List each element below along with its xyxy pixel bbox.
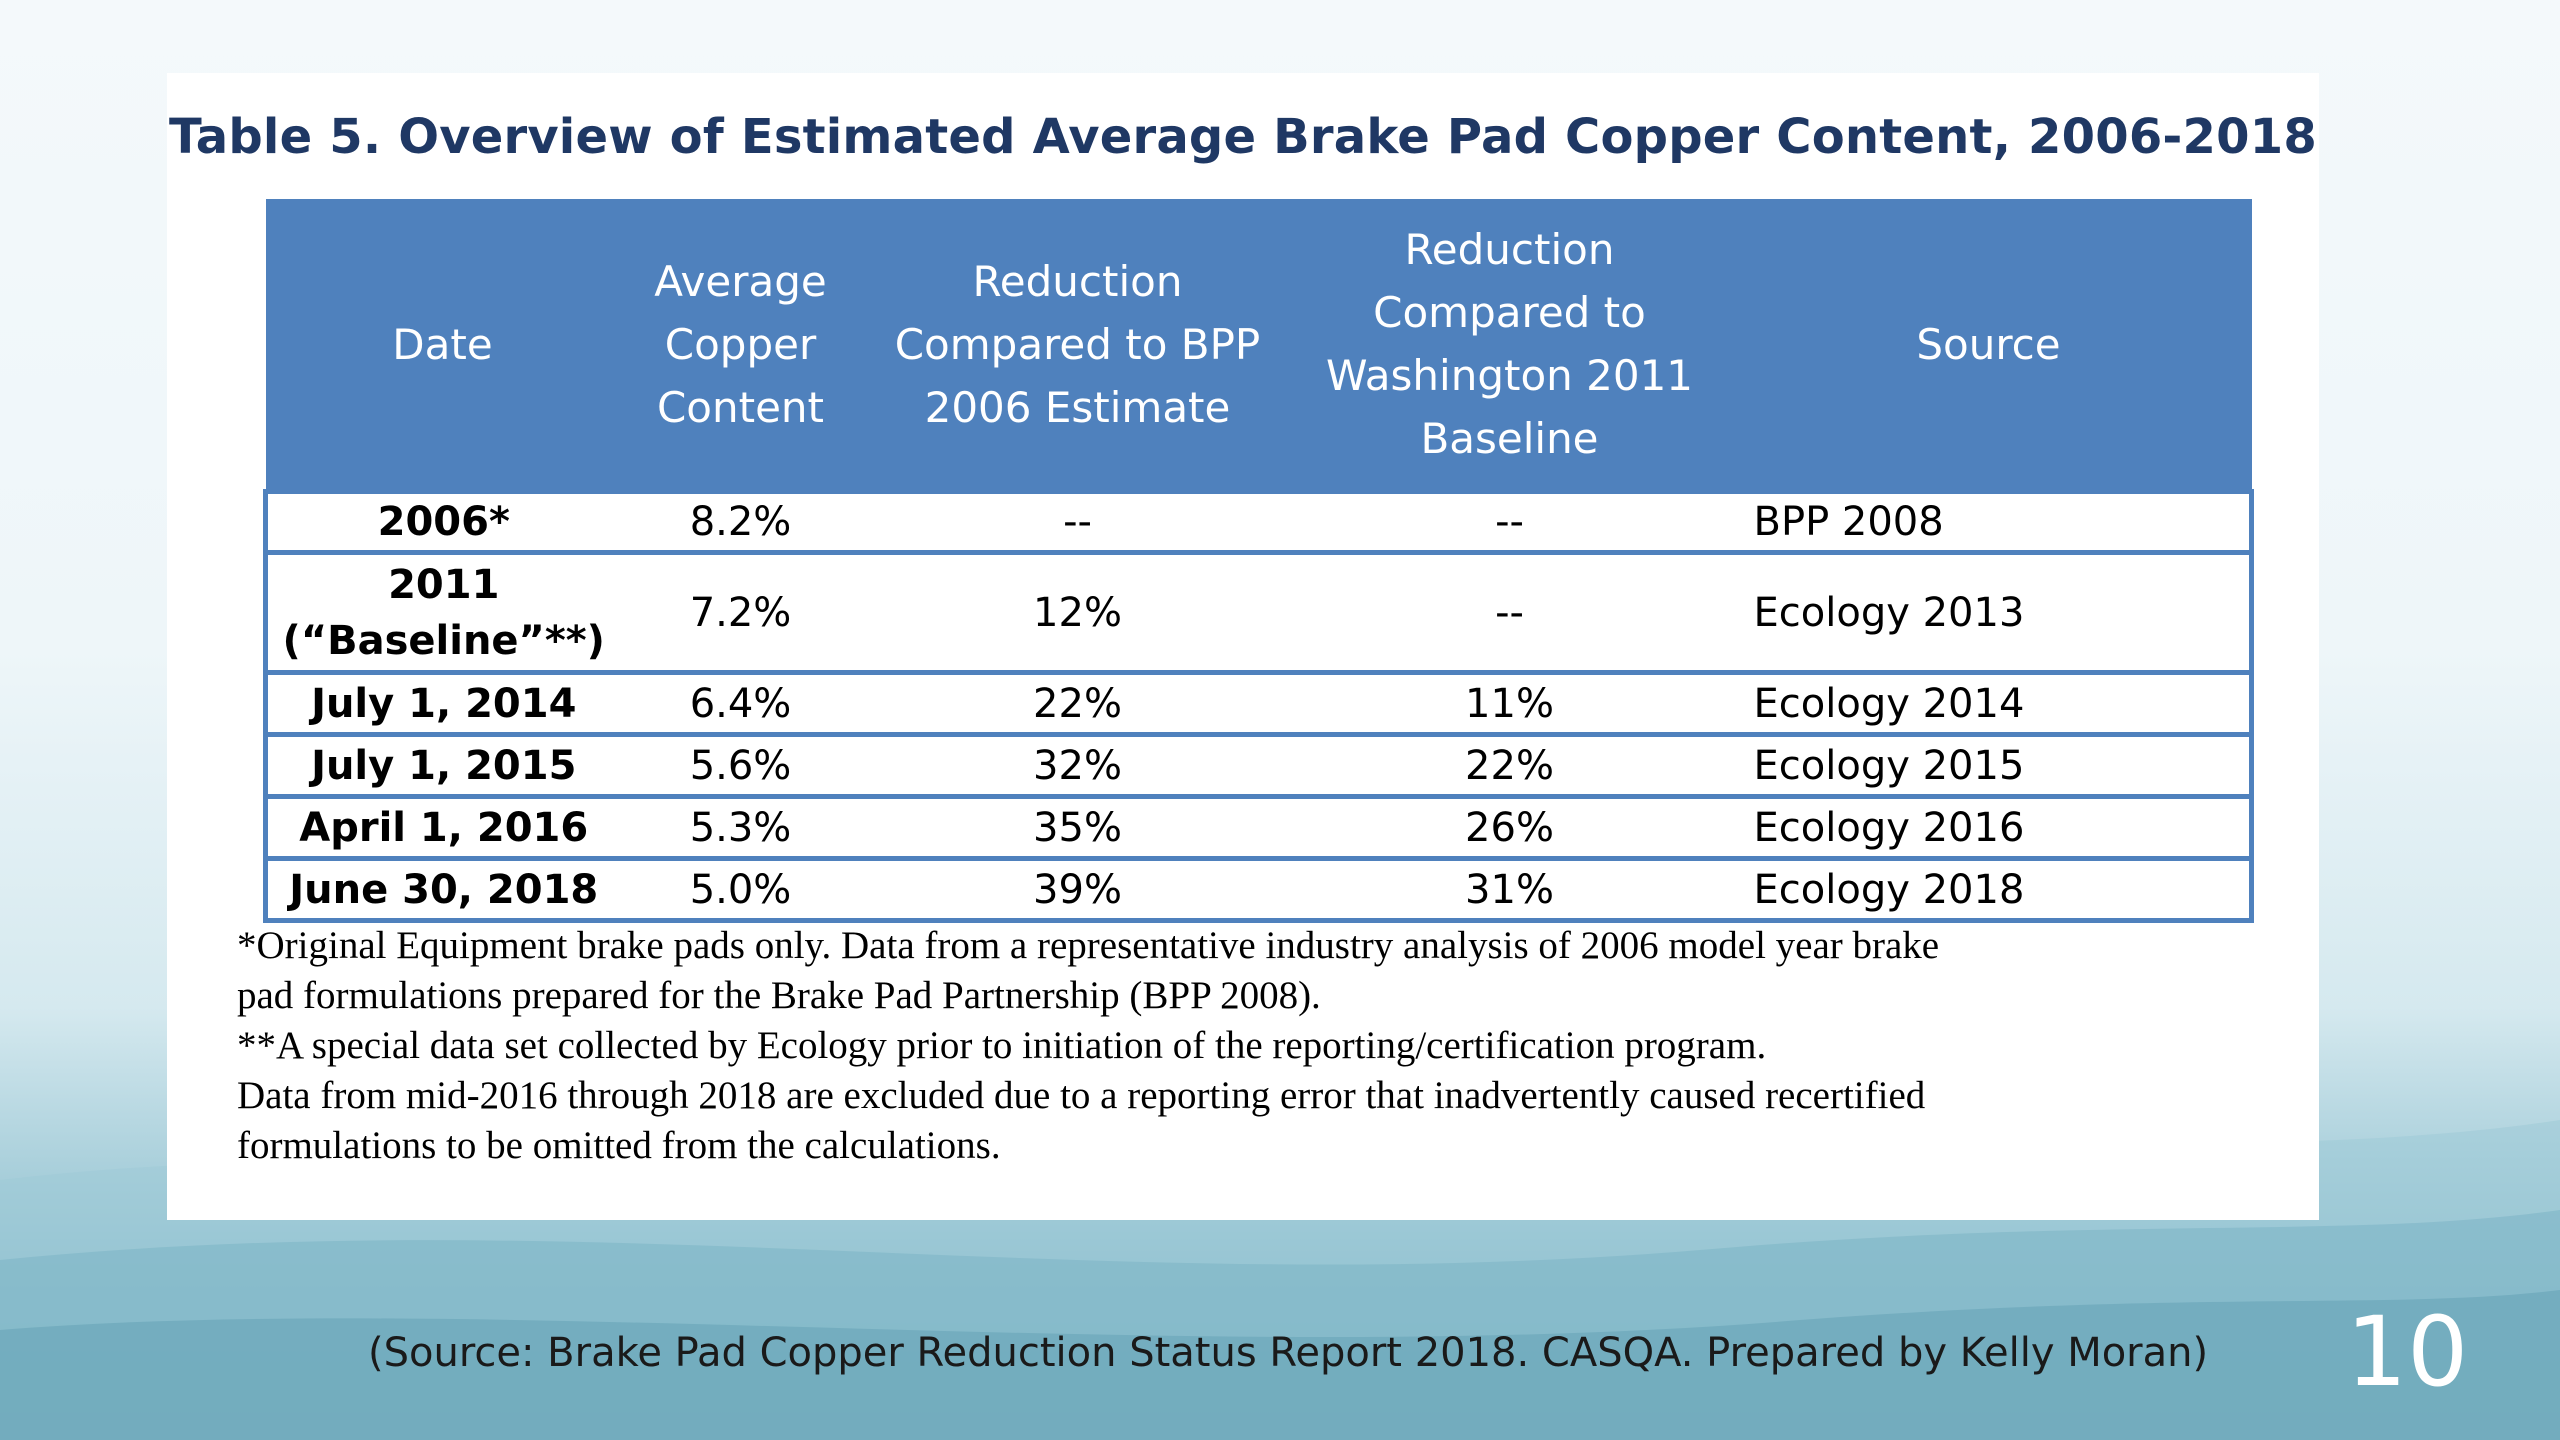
table-row: April 1, 2016 5.3% 35% 26% Ecology 2016: [263, 794, 2254, 861]
table-row: July 1, 2014 6.4% 22% 11% Ecology 2014: [263, 670, 2254, 737]
header-reduction-washington: Reduction Compared to Washington 2011 Ba…: [1293, 199, 1726, 492]
cell-reduction-washington: --: [1293, 489, 1726, 555]
header-date: Date: [265, 199, 620, 492]
table-header-row: Date Average Copper Content Reduction Co…: [265, 199, 2252, 492]
cell-average: 7.2%: [619, 550, 862, 675]
cell-date: 2011 (“Baseline”**): [263, 550, 620, 675]
footnote-line: pad formulations prepared for the Brake …: [237, 974, 1321, 1017]
cell-average: 5.0%: [619, 856, 862, 923]
footnote-line: **A special data set collected by Ecolog…: [237, 1024, 1767, 1067]
cell-source: Ecology 2013: [1725, 550, 2254, 675]
cell-reduction-bpp: 39%: [861, 856, 1294, 923]
cell-source: BPP 2008: [1725, 489, 2254, 555]
cell-reduction-washington: 22%: [1293, 732, 1726, 799]
footnote-line: Data from mid-2016 through 2018 are excl…: [237, 1074, 1926, 1117]
cell-source: Ecology 2014: [1725, 670, 2254, 737]
cell-source: Ecology 2015: [1725, 732, 2254, 799]
table-title: Table 5. Overview of Estimated Average B…: [169, 109, 2317, 165]
cell-date: April 1, 2016: [263, 794, 620, 861]
cell-average: 8.2%: [619, 489, 862, 555]
cell-reduction-washington: 31%: [1293, 856, 1726, 923]
cell-reduction-washington: 26%: [1293, 794, 1726, 861]
header-source: Source: [1725, 199, 2252, 492]
table-row: June 30, 2018 5.0% 39% 31% Ecology 2018: [263, 856, 2254, 923]
cell-date: July 1, 2014: [263, 670, 620, 737]
cell-average: 6.4%: [619, 670, 862, 737]
cell-average: 5.6%: [619, 732, 862, 799]
table-card: Table 5. Overview of Estimated Average B…: [167, 73, 2319, 1220]
table-row: July 1, 2015 5.6% 32% 22% Ecology 2015: [263, 732, 2254, 799]
header-reduction-bpp: Reduction Compared to BPP 2006 Estimate: [861, 199, 1294, 492]
copper-content-table: Date Average Copper Content Reduction Co…: [263, 199, 2254, 923]
table-row: 2006* 8.2% -- -- BPP 2008: [263, 489, 2254, 555]
cell-reduction-bpp: 12%: [861, 550, 1294, 675]
cell-reduction-washington: --: [1293, 550, 1726, 675]
cell-date: July 1, 2015: [263, 732, 620, 799]
cell-reduction-bpp: 22%: [861, 670, 1294, 737]
cell-source: Ecology 2016: [1725, 794, 2254, 861]
source-citation: (Source: Brake Pad Copper Reduction Stat…: [368, 1330, 2209, 1376]
cell-date: 2006*: [263, 489, 620, 555]
cell-date: June 30, 2018: [263, 856, 620, 923]
table-footnotes: *Original Equipment brake pads only. Dat…: [237, 921, 2297, 1171]
cell-average: 5.3%: [619, 794, 862, 861]
footnote-line: *Original Equipment brake pads only. Dat…: [237, 924, 1940, 967]
footnote-line: formulations to be omitted from the calc…: [237, 1124, 1001, 1167]
cell-reduction-bpp: 35%: [861, 794, 1294, 861]
cell-reduction-bpp: 32%: [861, 732, 1294, 799]
cell-reduction-washington: 11%: [1293, 670, 1726, 737]
cell-reduction-bpp: --: [861, 489, 1294, 555]
table-row: 2011 (“Baseline”**) 7.2% 12% -- Ecology …: [263, 550, 2254, 675]
header-average-copper-content: Average Copper Content: [619, 199, 862, 492]
slide-number: 10: [2346, 1296, 2469, 1408]
cell-source: Ecology 2018: [1725, 856, 2254, 923]
